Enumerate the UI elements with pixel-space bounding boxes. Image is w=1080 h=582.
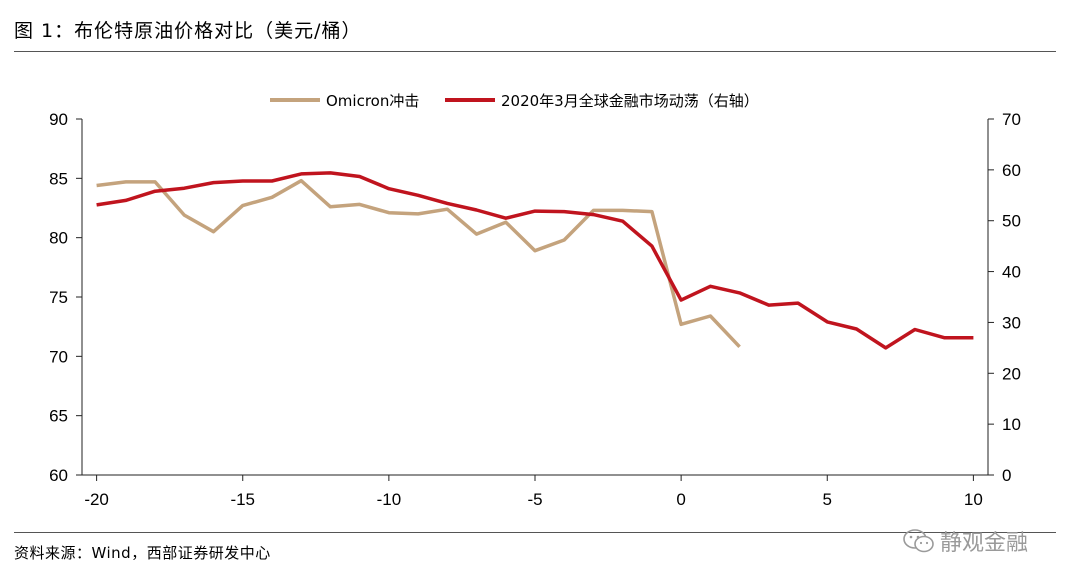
y-right-tick-label: 40 (1002, 263, 1021, 282)
y-right-tick-label: 0 (1002, 466, 1011, 485)
watermark: 静观金融 (902, 525, 1028, 557)
y-left-tick-label: 65 (49, 407, 68, 426)
chart-legend: Omicron冲击 2020年3月全球金融市场动荡（右轴） (270, 92, 759, 110)
series-line-0 (96, 178, 741, 349)
chart-series (96, 171, 974, 350)
bottom-rule (14, 532, 1056, 533)
x-tick-label: -5 (527, 490, 542, 509)
y-right-tick-label: 70 (1002, 110, 1021, 129)
x-tick-label: -15 (230, 490, 255, 509)
x-tick-label: 5 (823, 490, 832, 509)
series-line-1 (96, 171, 974, 350)
legend-label-1: 2020年3月全球金融市场动荡（右轴） (501, 92, 759, 110)
x-tick-label: 10 (964, 490, 983, 509)
x-tick-label: -10 (377, 490, 402, 509)
y-left-tick-label: 60 (49, 466, 68, 485)
source-note: 资料来源：Wind，西部证券研发中心 (14, 544, 271, 562)
y-right-tick-label: 30 (1002, 313, 1021, 332)
legend-label-0: Omicron冲击 (326, 92, 419, 110)
y-left-tick-label: 85 (49, 169, 68, 188)
y-left-tick-label: 70 (49, 347, 68, 366)
figure-title: 图 1：布伦特原油价格对比（美元/桶） (14, 20, 362, 42)
y-right-tick-label: 10 (1002, 415, 1021, 434)
y-right-tick-label: 60 (1002, 161, 1021, 180)
y-right-tick-label: 20 (1002, 364, 1021, 383)
y-left-tick-label: 75 (49, 288, 68, 307)
top-rule (14, 51, 1056, 52)
y-right-tick-label: 50 (1002, 212, 1021, 231)
x-tick-label: 0 (676, 490, 685, 509)
y-left-tick-label: 90 (49, 110, 68, 129)
watermark-text: 静观金融 (940, 531, 1029, 556)
wechat-icon (903, 529, 934, 553)
y-left-tick-label: 80 (49, 229, 68, 248)
x-tick-label: -20 (84, 490, 109, 509)
